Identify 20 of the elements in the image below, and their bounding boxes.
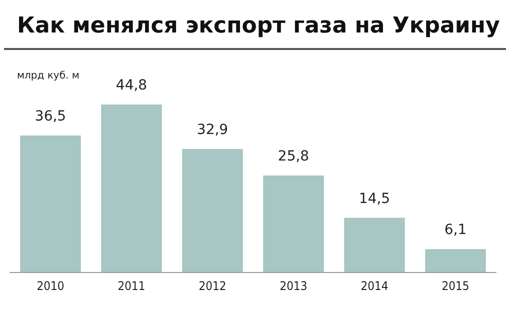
bar	[101, 104, 162, 272]
x-tick-label: 2010	[36, 279, 64, 293]
data-label: 36,5	[34, 108, 66, 124]
x-tick-label: 2012	[198, 279, 226, 293]
data-label: 6,1	[444, 222, 467, 238]
y-axis-title: млрд куб. м	[17, 70, 80, 82]
x-tick-label: 2013	[280, 279, 308, 293]
bar	[263, 176, 324, 272]
bar	[182, 148, 243, 272]
data-label: 44,8	[116, 77, 148, 94]
bar	[20, 135, 81, 272]
bar	[425, 249, 486, 272]
bar	[344, 218, 405, 272]
x-tick-label: 2014	[360, 279, 388, 293]
chart-title: Как менялся экспорт газа на Украину	[17, 14, 500, 38]
data-label: 32,9	[196, 122, 228, 138]
data-label: 14,5	[358, 190, 390, 207]
x-tick-label: 2011	[118, 279, 146, 293]
x-tick-label: 2015	[442, 279, 470, 293]
data-label: 25,8	[278, 148, 310, 165]
